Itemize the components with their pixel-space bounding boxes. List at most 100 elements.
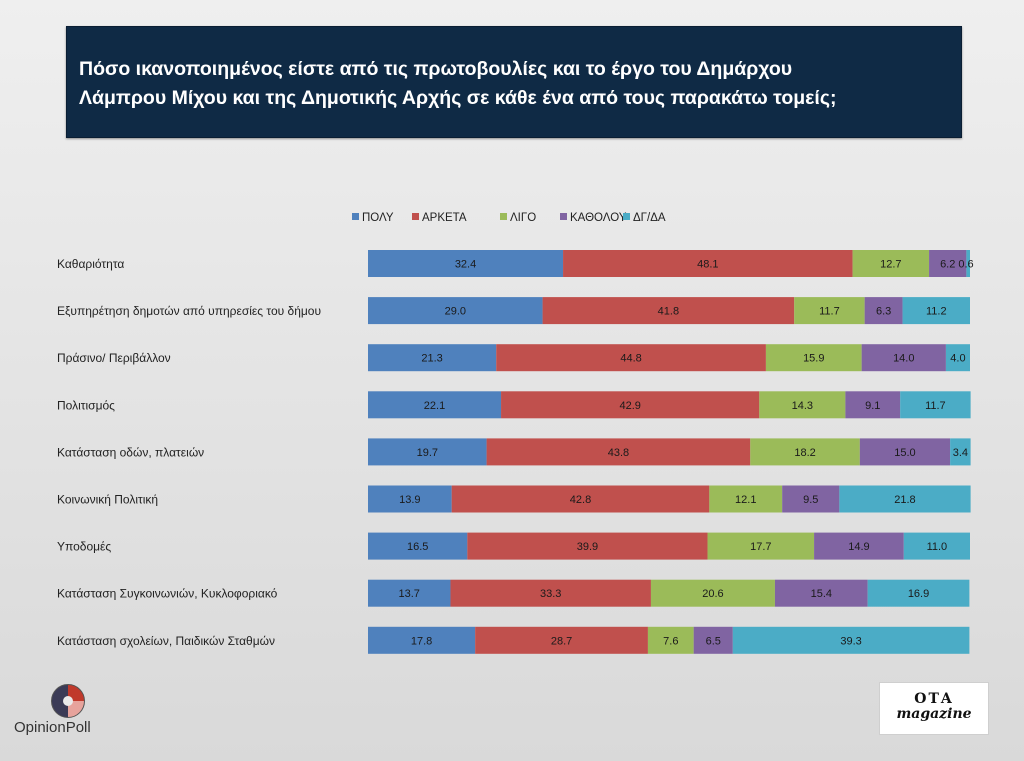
data-label-2-3: 14.0 — [893, 353, 914, 365]
data-label-1-3: 6.3 — [876, 306, 891, 318]
title-box: Πόσο ικανοποιημένος είστε από τις πρωτοβ… — [66, 26, 962, 138]
bar-4-2 — [750, 438, 860, 466]
data-label-4-3: 15.0 — [894, 447, 915, 459]
bar-8-3 — [693, 626, 733, 654]
data-label-7-2: 20.6 — [702, 588, 723, 600]
legend-swatch-3 — [560, 213, 567, 220]
bar-6-2 — [707, 532, 815, 560]
bar-4-0 — [368, 438, 487, 466]
data-label-1-1: 41.8 — [658, 306, 679, 318]
data-label-2-1: 44.8 — [620, 353, 641, 365]
data-label-8-4: 39.3 — [840, 635, 861, 647]
bar-8-0 — [368, 626, 476, 654]
data-label-3-2: 14.3 — [792, 400, 813, 412]
legend-label-1: ΑΡΚΕΤΑ — [422, 212, 467, 224]
data-label-7-0: 13.7 — [399, 588, 420, 600]
bar-8-1 — [475, 626, 648, 654]
category-label-2: Πράσινο/ Περιβάλλον — [57, 351, 171, 365]
legend-swatch-2 — [500, 213, 507, 220]
data-label-5-4: 21.8 — [894, 494, 915, 506]
bar-7-2 — [650, 579, 775, 607]
bar-2-3 — [861, 344, 946, 372]
bar-0-2 — [852, 250, 930, 277]
chart-title-line1: Πόσο ικανοποιημένος είστε από τις πρωτοβ… — [79, 58, 793, 80]
legend-swatch-0 — [352, 213, 359, 220]
category-label-6: Υποδομές — [57, 540, 111, 554]
category-label-7: Κατάσταση Συγκοινωνιών, Κυκλοφοριακό — [57, 587, 278, 601]
data-label-2-2: 15.9 — [803, 353, 824, 365]
bar-5-0 — [368, 485, 452, 513]
bar-6-0 — [368, 532, 468, 560]
bar-1-1 — [542, 297, 795, 325]
chart-title: Πόσο ικανοποιημένος είστε από τις πρωτοβ… — [79, 55, 959, 113]
data-label-0-1: 48.1 — [697, 259, 718, 271]
opinionpoll-logo: OpinionPoll — [14, 684, 124, 736]
opinionpoll-logo-icon — [51, 684, 85, 718]
bar-3-1 — [501, 391, 760, 419]
bar-0-1 — [563, 250, 853, 277]
legend-label-3: ΚΑΘΟΛΟΥ — [570, 212, 627, 224]
bar-1-0 — [368, 297, 543, 325]
category-label-8: Κατάσταση σχολείων, Παιδικών Σταθμών — [57, 634, 275, 648]
bar-6-3 — [814, 532, 904, 560]
chart-title-line2: Λάμπρου Μίχου και της Δημοτικής Αρχής σε… — [79, 87, 837, 109]
data-label-6-0: 16.5 — [407, 541, 428, 553]
data-label-3-0: 22.1 — [424, 400, 445, 412]
data-label-2-4: 4.0 — [950, 353, 965, 365]
bar-1-2 — [794, 297, 865, 325]
bar-1-4 — [902, 297, 970, 325]
data-label-8-0: 17.8 — [411, 635, 432, 647]
bar-8-2 — [647, 626, 694, 654]
legend-swatch-1 — [412, 213, 419, 220]
bar-5-4 — [839, 485, 971, 513]
bar-7-0 — [368, 579, 451, 607]
data-label-4-2: 18.2 — [794, 447, 815, 459]
data-label-4-1: 43.8 — [608, 447, 629, 459]
bar-8-4 — [732, 626, 970, 654]
category-label-5: Κοινωνική Πολιτική — [57, 493, 158, 507]
data-label-7-4: 16.9 — [908, 588, 929, 600]
legend-swatch-4 — [623, 213, 630, 220]
legend-label-2: ΛΙΓΟ — [510, 212, 536, 224]
bar-4-3 — [859, 438, 951, 466]
data-label-7-1: 33.3 — [540, 588, 561, 600]
data-label-0-4: 0.6 — [958, 259, 973, 271]
data-label-6-1: 39.9 — [577, 541, 598, 553]
data-label-7-3: 15.4 — [811, 588, 832, 600]
bar-3-0 — [368, 391, 502, 419]
data-label-5-2: 12.1 — [735, 494, 756, 506]
ota-logo-line2: magazine — [896, 706, 972, 722]
category-label-0: Καθαριότητα — [57, 257, 124, 271]
data-label-8-2: 7.6 — [663, 635, 678, 647]
ota-logo-line1: ΟΤΑ — [914, 691, 954, 707]
category-label-4: Κατάσταση οδών, πλατειών — [57, 445, 204, 459]
bar-0-0 — [368, 250, 564, 277]
data-label-6-2: 17.7 — [750, 541, 771, 553]
bar-4-1 — [486, 438, 751, 466]
opinionpoll-logo-text: OpinionPoll — [14, 719, 91, 736]
data-label-8-1: 28.7 — [551, 635, 572, 647]
bar-2-4 — [945, 344, 970, 372]
bar-2-2 — [765, 344, 862, 372]
bar-2-1 — [496, 344, 766, 372]
data-label-6-4: 11.0 — [927, 541, 948, 553]
data-label-5-3: 9.5 — [803, 494, 818, 506]
data-label-6-3: 14.9 — [848, 541, 869, 553]
bar-4-4 — [950, 438, 971, 466]
bar-2-0 — [368, 344, 497, 372]
bar-0-3 — [929, 250, 967, 277]
bar-7-1 — [450, 579, 651, 607]
legend-label-4: ΔΓ/ΔΑ — [633, 212, 666, 224]
bar-6-1 — [467, 532, 708, 560]
bar-5-1 — [451, 485, 710, 513]
bar-0-4 — [966, 250, 970, 277]
data-label-0-2: 12.7 — [880, 259, 901, 271]
data-label-4-0: 19.7 — [417, 447, 438, 459]
data-label-1-0: 29.0 — [445, 306, 466, 318]
data-label-0-0: 32.4 — [455, 259, 476, 271]
legend-label-0: ΠΟΛΥ — [362, 212, 394, 224]
category-label-1: Εξυπηρέτηση δημοτών από υπηρεσίες του δή… — [57, 304, 321, 318]
data-label-2-0: 21.3 — [421, 353, 442, 365]
data-label-3-3: 9.1 — [865, 400, 880, 412]
